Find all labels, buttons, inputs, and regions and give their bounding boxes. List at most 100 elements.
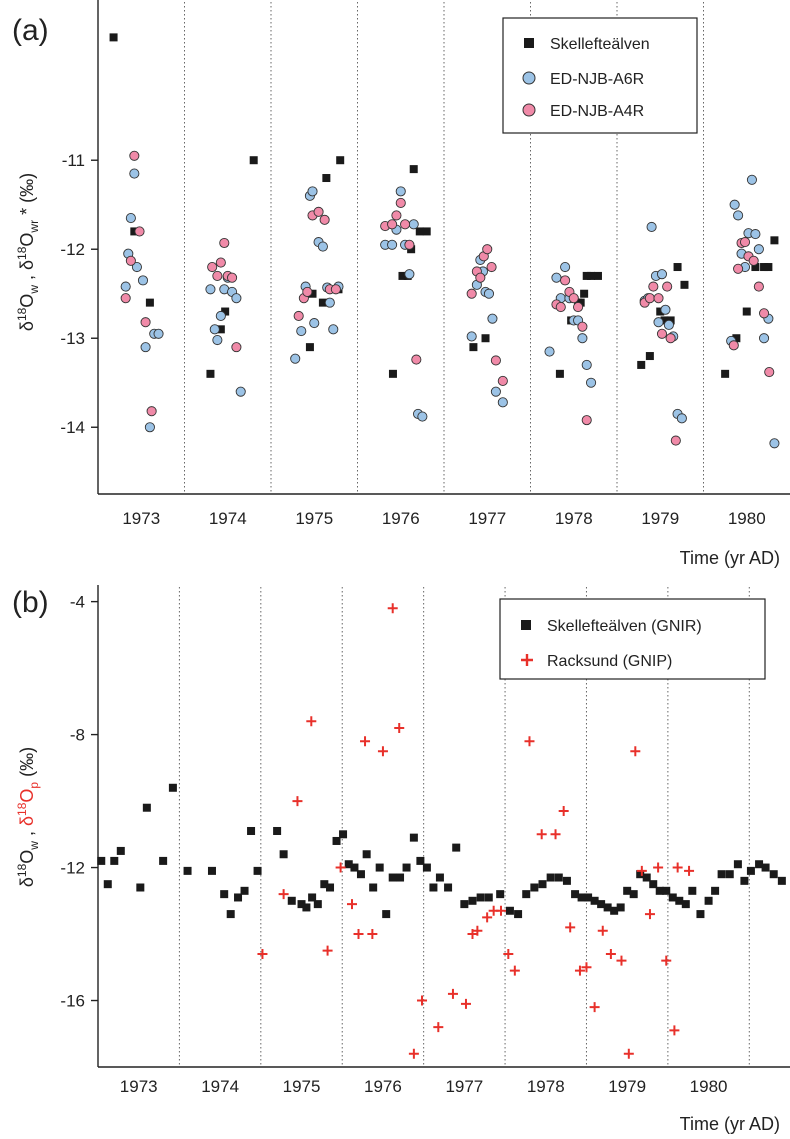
year-tick-label: 1976 [382, 509, 420, 528]
plus-point [661, 955, 672, 966]
square-point [116, 846, 125, 855]
plus-point [636, 865, 647, 876]
square-point [409, 165, 418, 174]
square-point [660, 316, 669, 325]
year-tick-label: 1980 [728, 509, 766, 528]
plus-point [482, 912, 493, 923]
circle-point [555, 302, 566, 313]
circle-point [212, 270, 223, 281]
square-point [109, 33, 118, 42]
plus-point [408, 1048, 419, 1059]
circle-point [129, 168, 140, 179]
circle-point [662, 281, 673, 292]
ylabel-sup-2: 18 [15, 246, 29, 260]
circle-point [759, 333, 770, 344]
square-point [603, 903, 612, 912]
year-tick-label: 1976 [364, 1077, 402, 1096]
ylabel-b-sup-2: 18 [15, 802, 29, 816]
square-point [616, 903, 625, 912]
legend-a-pink-circle [522, 103, 536, 117]
circle-point [209, 324, 220, 335]
plus-point [524, 736, 535, 747]
circle-point [324, 297, 335, 308]
square-point [514, 910, 523, 919]
circle-point [296, 326, 307, 337]
square-point [584, 893, 593, 902]
square-point [629, 890, 638, 899]
legend-b-plus-marker [521, 654, 533, 666]
circle-point [497, 375, 508, 387]
square-point [322, 174, 331, 183]
circle-point [656, 328, 668, 339]
ylabel-sub-1: w [27, 285, 41, 295]
circle-point [560, 261, 571, 273]
year-tick-label: 1980 [690, 1077, 728, 1096]
square-point [206, 369, 215, 378]
year-tick-label: 1973 [122, 509, 160, 528]
square-point [136, 883, 145, 892]
circle-point [490, 355, 501, 366]
plus-point [306, 716, 317, 727]
circle-point [568, 293, 579, 304]
circle-point [205, 284, 216, 295]
circle-point [387, 239, 398, 250]
panel-b-x-axis-title: Time (yr AD) [680, 1114, 780, 1134]
year-tick-label: 1979 [608, 1077, 646, 1096]
square-point [356, 870, 365, 879]
square-point [402, 863, 411, 872]
plus-point [616, 955, 627, 966]
plus-point [460, 998, 471, 1009]
y-tick-label: -16 [60, 992, 85, 1011]
circle-point [328, 324, 339, 335]
square-point [656, 307, 665, 316]
square-point [484, 893, 493, 902]
circle-point [490, 386, 501, 397]
square-point [637, 360, 646, 369]
legend-a-blue-circle [522, 71, 536, 85]
y-tick-label: -12 [60, 240, 85, 259]
legend-a-entry-1: ED-NJB-A6R [550, 71, 644, 88]
ylabel-o-2: O [17, 233, 37, 247]
panel-b-legend: Skellefteälven (GNIR) Racksund (GNIP) [499, 598, 766, 680]
panel-a-x-axis-title: Time (yr AD) [680, 548, 780, 568]
y-tick-label: -4 [70, 593, 85, 612]
square-point [597, 900, 606, 909]
square-point [452, 843, 461, 852]
square-point [680, 280, 689, 289]
year-tick-label: 1974 [201, 1077, 239, 1096]
circle-point [417, 411, 428, 422]
square-point [159, 856, 168, 865]
circle-point [665, 333, 676, 344]
legend-a-box [502, 17, 698, 134]
circle-point [670, 435, 681, 446]
circle-point [769, 438, 780, 449]
circle-point [408, 219, 419, 230]
square-point [469, 343, 478, 352]
square-point [308, 289, 317, 298]
circle-point [586, 377, 597, 388]
circle-point [395, 197, 406, 208]
y-tick-label: -14 [60, 418, 85, 437]
square-point [704, 896, 713, 905]
plus-point [335, 862, 346, 873]
ylabel-sup-1: 18 [15, 307, 29, 321]
square-point [576, 298, 585, 307]
square-point [409, 833, 418, 842]
year-tick-label: 1975 [295, 509, 333, 528]
square-point [183, 866, 192, 875]
square-point [769, 870, 778, 879]
year-tick-label: 1978 [555, 509, 593, 528]
circle-point [290, 353, 301, 364]
circle-point [319, 214, 330, 225]
square-point [416, 856, 425, 865]
circle-point [483, 288, 495, 299]
plus-point [353, 929, 364, 940]
circle-point [207, 261, 218, 273]
ylabel-b-o-2: O [17, 789, 37, 803]
square-point [696, 910, 705, 919]
square-point [97, 856, 106, 865]
year-tick-label: 1977 [445, 1077, 483, 1096]
circle-point [750, 229, 761, 240]
square-point [725, 870, 734, 879]
circle-point [215, 257, 226, 268]
